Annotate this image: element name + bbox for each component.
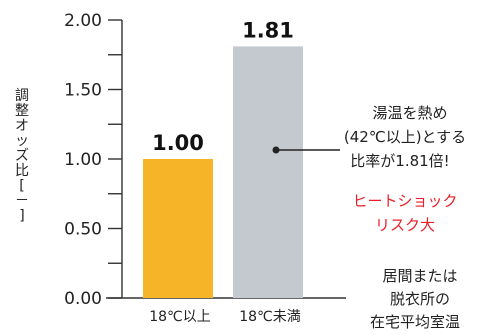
- bars: [143, 46, 303, 298]
- y-axis-label-char: －: [15, 193, 29, 209]
- y-axis-label-char: オ: [15, 118, 29, 134]
- y-axis-label-char: [: [19, 178, 24, 194]
- annotation-highlight-line-2: リスク大: [375, 216, 435, 234]
- bar: [143, 159, 213, 298]
- category-label: 18℃以上: [149, 309, 211, 325]
- y-tick-label: 1.50: [64, 81, 102, 101]
- annotation-dot: [273, 147, 280, 154]
- y-axis-label-char: ]: [19, 208, 24, 224]
- y-tick-label: 0.50: [64, 220, 102, 240]
- bar: [233, 46, 303, 298]
- y-axis-label-char: 比: [15, 163, 29, 179]
- y-tick-labels: 0.00 0.50 1.00 1.50 2.00: [64, 11, 102, 309]
- y-axis-label-char: ッ: [15, 133, 29, 149]
- bar-value-label: 1.00: [152, 131, 204, 155]
- annotation-line-3: 比率が1.81倍!: [350, 152, 449, 170]
- y-tick-label: 0.00: [64, 289, 102, 309]
- annotation-line-2: (42℃以上)とする: [344, 128, 466, 146]
- x-axis-title: 居間または 脱衣所の 在宅平均室温: [370, 267, 460, 331]
- y-tick-marks: [108, 20, 122, 298]
- bar-value-label: 1.81: [242, 18, 294, 42]
- category-labels: 18℃以上 18℃未満: [149, 309, 301, 325]
- y-axis-label-char: 調: [15, 88, 29, 104]
- y-tick-label: 1.00: [64, 150, 102, 170]
- y-axis-label-char: ズ: [15, 148, 29, 164]
- x-axis-title-line-2: 脱衣所の: [390, 290, 450, 308]
- annotation-line-1: 湯温を熱め: [372, 104, 447, 122]
- category-label: 18℃未満: [239, 309, 301, 325]
- x-axis-title-line-3: 在宅平均室温: [370, 313, 460, 331]
- x-axis-title-line-1: 居間または: [382, 267, 457, 285]
- y-axis-label-char: 整: [15, 103, 29, 119]
- annotation-highlight-line-1: ヒートショック: [352, 192, 457, 210]
- y-tick-label: 2.00: [64, 11, 102, 31]
